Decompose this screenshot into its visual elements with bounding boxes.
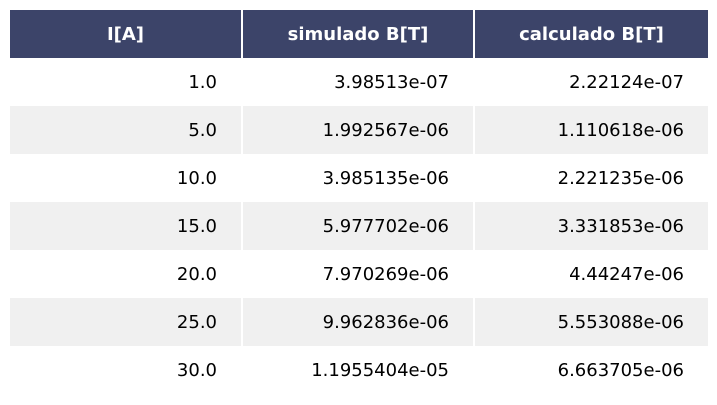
cell-current: 30.0 <box>10 346 243 394</box>
cell-calculated-field: 3.331853e-06 <box>474 202 708 250</box>
table-row: 15.0 5.977702e-06 3.331853e-06 <box>10 202 708 250</box>
cell-calculated-field: 5.553088e-06 <box>474 298 708 346</box>
table-body: 1.0 3.98513e-07 2.22124e-07 5.0 1.992567e-06… <box>10 58 708 394</box>
cell-current: 10.0 <box>10 154 243 202</box>
cell-current: 15.0 <box>10 202 243 250</box>
data-table: I[A] simulado B[T] calculado B[T] 1.0 3.9… <box>10 10 708 394</box>
cell-simulated-field: 9.962836e-06 <box>242 298 475 346</box>
table-header: I[A] simulado B[T] calculado B[T] <box>10 10 708 58</box>
header-row: I[A] simulado B[T] calculado B[T] <box>10 10 708 58</box>
table-row: 1.0 3.98513e-07 2.22124e-07 <box>10 58 708 106</box>
cell-simulated-field: 5.977702e-06 <box>242 202 475 250</box>
table-row: 30.0 1.1955404e-05 6.663705e-06 <box>10 346 708 394</box>
column-header-simulated-field: simulado B[T] <box>242 10 475 58</box>
cell-current: 20.0 <box>10 250 243 298</box>
table-row: 20.0 7.970269e-06 4.44247e-06 <box>10 250 708 298</box>
cell-calculated-field: 4.44247e-06 <box>474 250 708 298</box>
column-header-calculated-field: calculado B[T] <box>474 10 708 58</box>
cell-simulated-field: 7.970269e-06 <box>242 250 475 298</box>
cell-calculated-field: 2.22124e-07 <box>474 58 708 106</box>
column-header-current: I[A] <box>10 10 243 58</box>
cell-simulated-field: 1.1955404e-05 <box>242 346 475 394</box>
cell-current: 5.0 <box>10 106 243 154</box>
cell-current: 1.0 <box>10 58 243 106</box>
cell-simulated-field: 3.98513e-07 <box>242 58 475 106</box>
cell-calculated-field: 1.110618e-06 <box>474 106 708 154</box>
cell-current: 25.0 <box>10 298 243 346</box>
cell-calculated-field: 6.663705e-06 <box>474 346 708 394</box>
table-row: 25.0 9.962836e-06 5.553088e-06 <box>10 298 708 346</box>
cell-simulated-field: 1.992567e-06 <box>242 106 475 154</box>
cell-simulated-field: 3.985135e-06 <box>242 154 475 202</box>
table-row: 10.0 3.985135e-06 2.221235e-06 <box>10 154 708 202</box>
table-row: 5.0 1.992567e-06 1.110618e-06 <box>10 106 708 154</box>
cell-calculated-field: 2.221235e-06 <box>474 154 708 202</box>
